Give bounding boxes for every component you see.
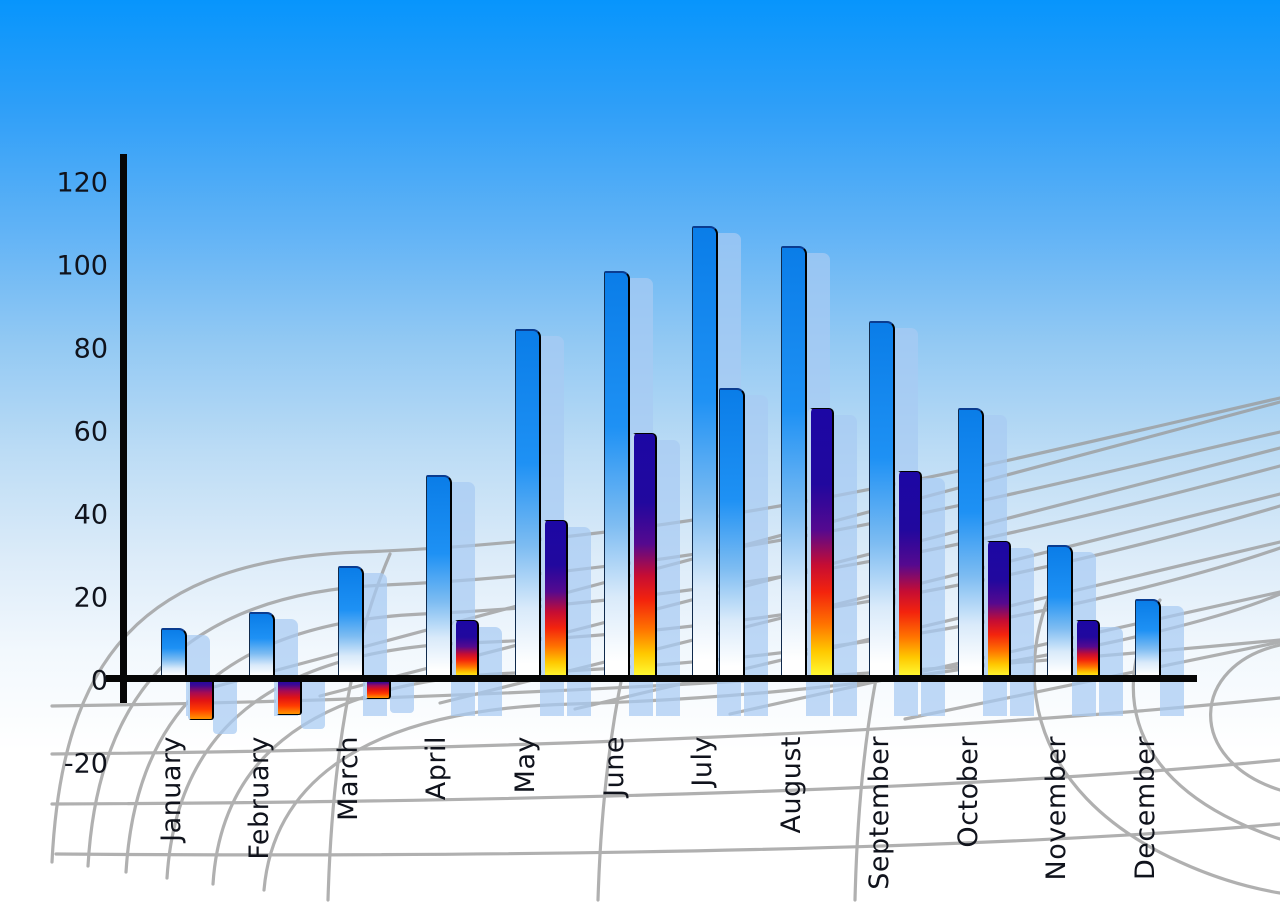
y-tick-60: 60 [73, 416, 108, 448]
ghost-march-s2 [389, 681, 414, 713]
x-label-september: September [864, 736, 895, 890]
ghost-may-s2 [566, 527, 591, 716]
x-label-october: October [953, 736, 984, 848]
bar-april-s1 [426, 474, 453, 678]
y-tick-0: 0 [90, 665, 108, 697]
x-label-may: May [510, 736, 541, 794]
x-label-june: June [599, 736, 630, 797]
x-label-july: July [687, 736, 718, 787]
ghost-november-s2 [1098, 626, 1123, 716]
y-tick-120: 120 [56, 167, 108, 199]
ghost-december-s1 [1160, 606, 1185, 716]
bar-february-s2 [276, 680, 303, 716]
bar-november-s2 [1073, 619, 1100, 678]
bar-july-s2 [719, 387, 746, 678]
y-tick-40: 40 [73, 499, 108, 531]
y-tick-20: 20 [73, 582, 108, 614]
y-tick-100: 100 [56, 250, 108, 282]
bar-november-s1 [1046, 545, 1073, 678]
bar-march-s1 [337, 565, 364, 678]
x-axis-zero-line [106, 675, 1197, 682]
x-label-august: August [776, 736, 807, 834]
x-label-march: March [333, 736, 364, 821]
bar-august-s2 [807, 408, 834, 678]
bar-january-s1 [160, 628, 187, 678]
bar-april-s2 [453, 619, 480, 678]
bar-july-s1 [692, 225, 719, 678]
bar-may-s2 [541, 520, 568, 678]
y-axis-line [120, 154, 127, 703]
ghost-february-s2 [301, 681, 326, 730]
bar-october-s1 [957, 408, 984, 678]
ghost-july-s2 [744, 394, 769, 716]
ghost-october-s2 [1009, 548, 1034, 716]
bar-march-s2 [364, 680, 391, 699]
x-label-february: February [244, 736, 275, 860]
ghost-august-s2 [832, 415, 857, 716]
x-label-november: November [1041, 736, 1072, 881]
bar-september-s1 [869, 321, 896, 678]
bar-september-s2 [896, 470, 923, 678]
bar-june-s1 [603, 271, 630, 678]
bar-august-s1 [780, 246, 807, 678]
x-label-december: December [1130, 736, 1161, 881]
bar-june-s2 [630, 433, 657, 678]
ghost-june-s2 [655, 440, 680, 716]
bar-february-s1 [249, 611, 276, 678]
x-label-april: April [421, 736, 452, 801]
bar-october-s2 [984, 541, 1011, 678]
bar-january-s2 [187, 680, 214, 720]
bar-december-s1 [1135, 599, 1162, 678]
y-tick-neg20: -20 [63, 748, 108, 780]
ghost-april-s2 [478, 626, 503, 716]
y-tick-80: 80 [73, 333, 108, 365]
ghost-january-s2 [212, 681, 237, 734]
x-label-january: January [156, 736, 187, 842]
bar-may-s1 [514, 329, 541, 678]
